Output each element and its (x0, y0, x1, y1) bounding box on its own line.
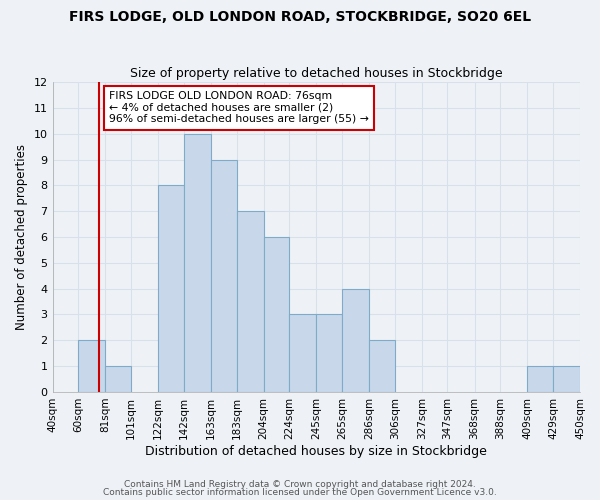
Text: FIRS LODGE OLD LONDON ROAD: 76sqm
← 4% of detached houses are smaller (2)
96% of: FIRS LODGE OLD LONDON ROAD: 76sqm ← 4% o… (109, 91, 369, 124)
Bar (316, 314, 342, 392)
X-axis label: Distribution of detached houses by size in Stockbridge: Distribution of detached houses by size … (145, 444, 487, 458)
Bar (236, 211, 263, 392)
Bar (553, 366, 580, 392)
Bar (158, 186, 184, 392)
Bar (289, 314, 316, 392)
Title: Size of property relative to detached houses in Stockbridge: Size of property relative to detached ho… (130, 66, 503, 80)
Bar (342, 288, 369, 392)
Text: FIRS LODGE, OLD LONDON ROAD, STOCKBRIDGE, SO20 6EL: FIRS LODGE, OLD LONDON ROAD, STOCKBRIDGE… (69, 10, 531, 24)
Bar (78, 340, 105, 392)
Bar (263, 237, 289, 392)
Bar (369, 340, 395, 392)
Bar (211, 160, 236, 392)
Text: Contains public sector information licensed under the Open Government Licence v3: Contains public sector information licen… (103, 488, 497, 497)
Bar (184, 134, 211, 392)
Bar (527, 366, 553, 392)
Text: Contains HM Land Registry data © Crown copyright and database right 2024.: Contains HM Land Registry data © Crown c… (124, 480, 476, 489)
Y-axis label: Number of detached properties: Number of detached properties (15, 144, 28, 330)
Bar (105, 366, 131, 392)
